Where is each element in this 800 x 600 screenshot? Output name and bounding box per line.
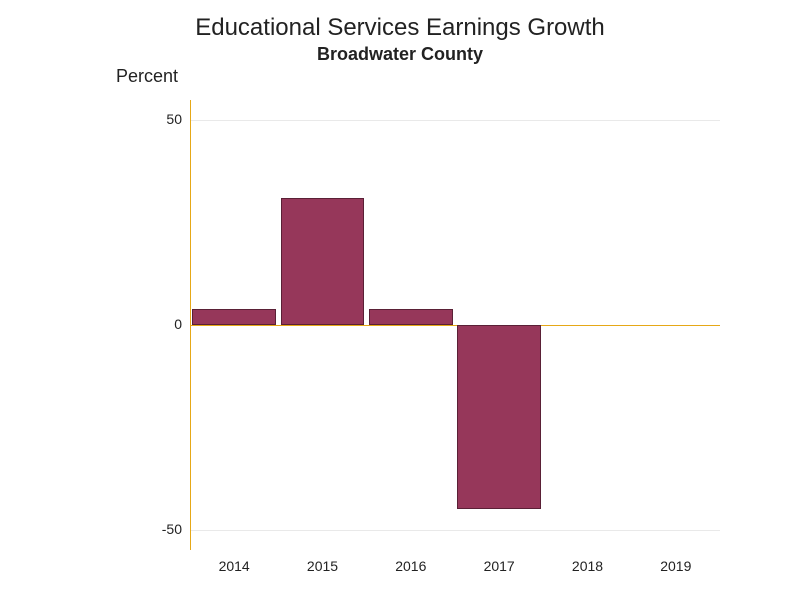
y-axis-line (190, 100, 191, 550)
bar (369, 309, 453, 325)
x-tick-label: 2017 (455, 558, 543, 574)
bar (281, 198, 365, 325)
zero-line (190, 325, 720, 326)
x-tick-label: 2019 (632, 558, 720, 574)
chart-subtitle: Broadwater County (0, 44, 800, 65)
bar (457, 325, 541, 509)
bar (192, 309, 276, 325)
y-tick-label: 0 (140, 316, 182, 332)
x-tick-label: 2015 (278, 558, 366, 574)
gridline (190, 120, 720, 121)
x-tick-label: 2014 (190, 558, 278, 574)
x-tick-label: 2018 (543, 558, 631, 574)
gridline (190, 530, 720, 531)
y-tick-label: -50 (140, 521, 182, 537)
y-axis-label: Percent (116, 66, 178, 87)
plot-area: -50050201420152016201720182019 (190, 100, 720, 550)
y-tick-label: 50 (140, 111, 182, 127)
chart-container: Educational Services Earnings Growth Bro… (0, 0, 800, 600)
x-tick-label: 2016 (367, 558, 455, 574)
chart-title: Educational Services Earnings Growth (0, 14, 800, 42)
